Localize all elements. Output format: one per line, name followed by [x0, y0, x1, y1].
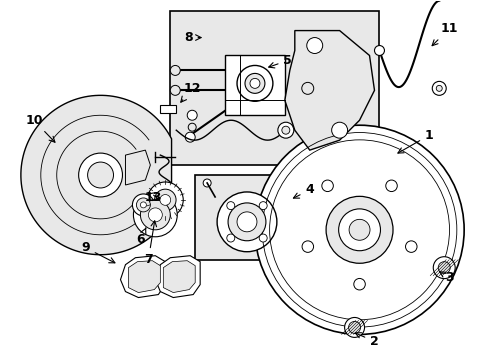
Polygon shape	[155, 256, 200, 298]
Circle shape	[154, 189, 176, 211]
Polygon shape	[128, 261, 160, 293]
Circle shape	[132, 194, 154, 216]
Circle shape	[374, 45, 384, 55]
Circle shape	[133, 193, 177, 237]
Circle shape	[237, 66, 272, 101]
Circle shape	[140, 202, 146, 208]
Circle shape	[188, 123, 196, 131]
Text: 8: 8	[183, 31, 201, 44]
Circle shape	[437, 262, 449, 274]
Circle shape	[187, 110, 197, 120]
Circle shape	[217, 192, 276, 252]
Circle shape	[244, 73, 264, 93]
Polygon shape	[21, 95, 171, 255]
Text: 13: 13	[144, 192, 162, 204]
Text: 5: 5	[268, 54, 292, 68]
Bar	[224, 55, 285, 115]
Bar	[160, 105, 176, 113]
Circle shape	[160, 194, 170, 205]
Circle shape	[136, 198, 150, 212]
Circle shape	[431, 81, 446, 95]
Circle shape	[226, 202, 234, 210]
Circle shape	[277, 122, 293, 138]
Bar	[170, 11, 379, 165]
Circle shape	[237, 212, 256, 232]
Circle shape	[185, 132, 195, 142]
Circle shape	[331, 122, 347, 138]
Circle shape	[226, 234, 234, 242]
Bar	[195, 175, 294, 260]
Circle shape	[435, 85, 441, 91]
Circle shape	[344, 318, 364, 337]
Circle shape	[301, 82, 313, 94]
Text: 9: 9	[81, 241, 115, 263]
Text: 7: 7	[143, 221, 156, 266]
Circle shape	[79, 153, 122, 197]
Circle shape	[259, 234, 266, 242]
Circle shape	[227, 203, 265, 241]
Text: 1: 1	[397, 129, 433, 153]
Text: 11: 11	[431, 22, 457, 46]
Circle shape	[321, 180, 333, 192]
Circle shape	[203, 179, 211, 187]
Text: 3: 3	[439, 271, 452, 284]
Circle shape	[432, 257, 454, 279]
Circle shape	[353, 278, 365, 290]
Polygon shape	[163, 261, 195, 293]
Circle shape	[338, 209, 380, 251]
Circle shape	[405, 241, 416, 252]
Circle shape	[147, 182, 183, 218]
Circle shape	[281, 126, 289, 134]
Circle shape	[148, 208, 162, 222]
Circle shape	[254, 125, 463, 334]
Polygon shape	[125, 150, 150, 185]
Text: 4: 4	[293, 184, 313, 198]
Circle shape	[170, 85, 180, 95]
Circle shape	[87, 162, 113, 188]
Circle shape	[325, 196, 392, 263]
Circle shape	[306, 37, 322, 54]
Circle shape	[348, 321, 360, 333]
Circle shape	[249, 78, 260, 88]
Polygon shape	[285, 31, 374, 150]
Text: 10: 10	[25, 114, 55, 142]
Circle shape	[348, 219, 369, 240]
Circle shape	[259, 202, 266, 210]
Circle shape	[385, 180, 396, 192]
Circle shape	[170, 66, 180, 75]
Text: 6: 6	[136, 228, 145, 246]
Circle shape	[302, 241, 313, 252]
Circle shape	[140, 200, 170, 230]
Text: 2: 2	[355, 333, 378, 348]
Polygon shape	[120, 256, 165, 298]
Text: 12: 12	[181, 82, 201, 102]
